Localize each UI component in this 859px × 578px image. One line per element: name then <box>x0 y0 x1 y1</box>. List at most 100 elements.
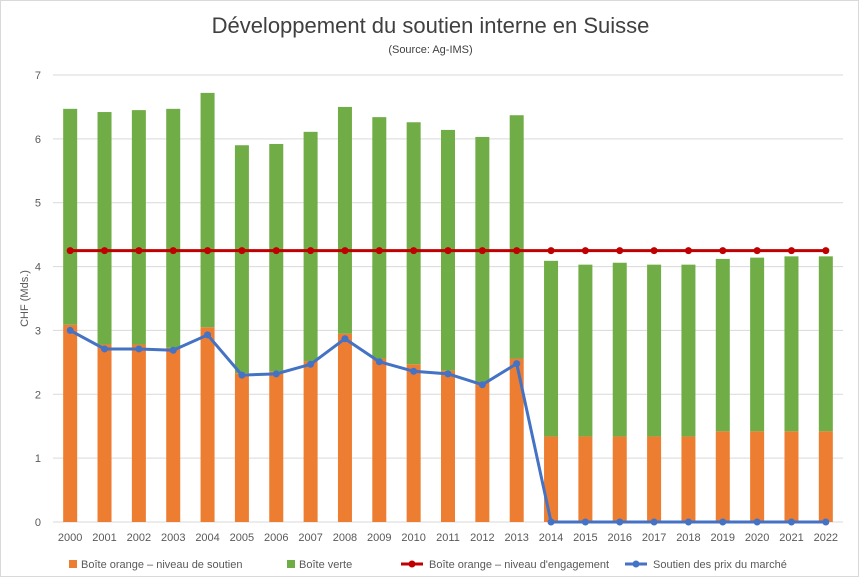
data-point <box>375 358 383 366</box>
bar <box>303 131 318 362</box>
bar <box>131 110 146 345</box>
bar <box>612 262 627 437</box>
x-tick-label: 2012 <box>470 532 494 544</box>
legend-marker <box>632 560 640 568</box>
data-point <box>478 247 486 255</box>
data-point <box>650 247 658 255</box>
data-point <box>410 367 418 375</box>
data-point <box>684 518 692 526</box>
data-point <box>753 518 761 526</box>
x-tick-label: 2000 <box>58 532 82 544</box>
data-point <box>341 247 349 255</box>
bar <box>544 436 559 522</box>
bar <box>234 373 249 522</box>
y-tick-label: 6 <box>35 134 41 146</box>
bar <box>509 115 524 359</box>
bar <box>337 333 352 522</box>
data-point <box>444 247 452 255</box>
x-tick-label: 2018 <box>676 532 700 544</box>
x-tick-label: 2001 <box>92 532 116 544</box>
data-point <box>66 326 74 334</box>
bar <box>818 256 833 432</box>
x-tick-label: 2008 <box>333 532 357 544</box>
data-point <box>238 247 246 255</box>
data-point <box>204 247 212 255</box>
bar <box>269 371 284 522</box>
data-point <box>101 247 109 255</box>
y-tick-label: 7 <box>35 70 41 82</box>
x-tick-label: 2021 <box>779 532 803 544</box>
y-tick-label: 0 <box>35 517 41 529</box>
data-point <box>272 370 280 378</box>
bar <box>750 431 765 522</box>
x-tick-label: 2011 <box>436 532 460 544</box>
x-tick-label: 2020 <box>745 532 769 544</box>
bar <box>715 431 730 522</box>
bar <box>406 122 421 365</box>
bar <box>784 256 799 432</box>
bar <box>750 257 765 432</box>
bar <box>200 92 215 328</box>
bar <box>612 436 627 522</box>
bar <box>475 136 490 382</box>
bar <box>166 347 181 522</box>
bar <box>475 381 490 522</box>
legend-marker <box>408 560 416 568</box>
bar <box>784 431 799 522</box>
x-tick-label: 2009 <box>367 532 391 544</box>
x-tick-label: 2004 <box>195 532 219 544</box>
bar <box>578 436 593 522</box>
data-point <box>307 247 315 255</box>
bar <box>681 436 696 522</box>
data-point <box>547 247 555 255</box>
bar <box>97 344 112 522</box>
bar <box>647 436 662 522</box>
x-tick-label: 2015 <box>573 532 597 544</box>
y-tick-label: 3 <box>35 325 41 337</box>
data-point <box>66 247 74 255</box>
y-tick-label: 4 <box>35 262 41 274</box>
bar <box>131 344 146 522</box>
y-tick-label: 5 <box>35 198 41 210</box>
legend-swatch <box>69 560 77 568</box>
bar <box>509 358 524 522</box>
data-point <box>581 247 589 255</box>
bar <box>200 327 215 522</box>
bar <box>303 361 318 522</box>
data-point <box>616 247 624 255</box>
legend-label: Boîte verte <box>299 559 352 571</box>
data-point <box>307 360 315 368</box>
y-tick-label: 2 <box>35 389 41 401</box>
legend-swatch <box>287 560 295 568</box>
data-point <box>719 518 727 526</box>
data-point <box>478 381 486 389</box>
y-axis-label: CHF (Mds.) <box>19 270 31 327</box>
bar <box>337 106 352 334</box>
data-point <box>616 518 624 526</box>
data-point <box>581 518 589 526</box>
data-point <box>238 371 246 379</box>
chart-title: Développement du soutien interne en Suis… <box>211 13 650 38</box>
data-point <box>375 247 383 255</box>
bar <box>578 264 593 437</box>
legend-label: Soutien des prix du marché <box>653 559 787 571</box>
x-tick-label: 2006 <box>264 532 288 544</box>
data-point <box>787 518 795 526</box>
data-point <box>822 247 830 255</box>
bar <box>372 117 387 359</box>
x-tick-label: 2014 <box>539 532 563 544</box>
bar <box>63 108 78 325</box>
bar <box>166 108 181 348</box>
data-point <box>513 360 521 368</box>
data-point <box>341 335 349 343</box>
data-point <box>169 346 177 354</box>
bar <box>681 264 696 437</box>
x-tick-label: 2016 <box>607 532 631 544</box>
bar <box>97 112 112 345</box>
data-point <box>135 345 143 353</box>
bar <box>544 260 559 437</box>
x-tick-label: 2013 <box>504 532 528 544</box>
bar <box>441 370 455 522</box>
x-tick-label: 2010 <box>401 532 425 544</box>
bar <box>372 358 387 522</box>
